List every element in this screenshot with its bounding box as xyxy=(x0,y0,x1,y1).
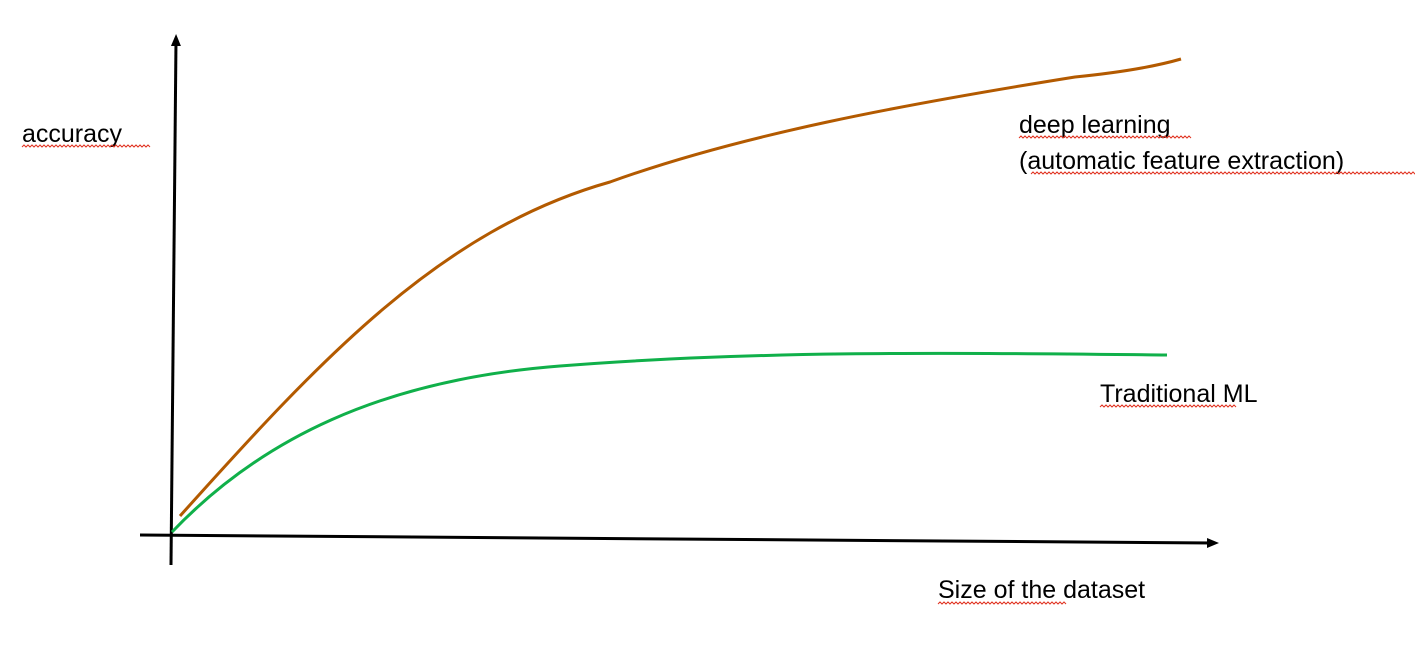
traditional-ml-curve xyxy=(170,351,1168,534)
spellcheck-underline-size-of-the-dataset xyxy=(937,601,1067,605)
spellcheck-underline-deep-learning xyxy=(1018,135,1192,139)
deep-learning-curve xyxy=(178,57,1182,518)
spellcheck-underline-accuracy xyxy=(21,144,151,148)
y-axis xyxy=(169,34,181,566)
spellcheck-underline-traditional-ml xyxy=(1099,404,1237,408)
y-axis-label: accuracy xyxy=(22,120,123,148)
x-axis xyxy=(139,533,1219,548)
x-axis-label: Size of the dataset xyxy=(938,576,1145,604)
spellcheck-underline-automatic-feature-extraction xyxy=(1030,171,1415,175)
deep-learning-label-line2: (automatic feature extraction) xyxy=(1019,147,1344,175)
deep-learning-label-line1: deep learning xyxy=(1019,111,1171,139)
traditional-ml-label: Traditional ML xyxy=(1100,380,1258,408)
